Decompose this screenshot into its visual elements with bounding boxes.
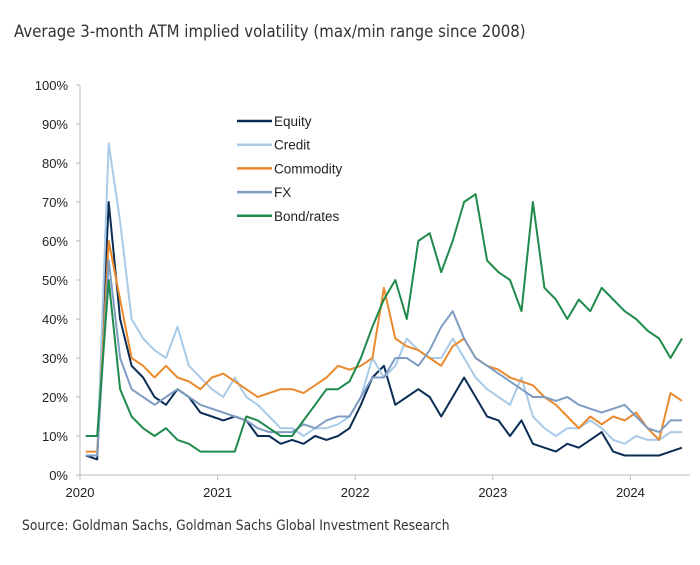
- x-tick-label: 2022: [341, 485, 370, 500]
- chart-title: Average 3-month ATM implied volatility (…: [14, 22, 526, 42]
- series-line-commodity: [85, 240, 683, 453]
- y-tick-label: 50%: [42, 273, 68, 288]
- y-tick-label: 80%: [42, 156, 68, 171]
- legend-label: Equity: [274, 114, 312, 129]
- y-tick-label: 0%: [49, 468, 68, 483]
- series-lines: [85, 142, 683, 461]
- series-line-fx: [85, 259, 682, 457]
- legend-label: FX: [274, 185, 291, 200]
- y-tick-label: 30%: [42, 351, 68, 366]
- x-tick-label: 2020: [66, 485, 95, 500]
- source-note: Source: Goldman Sachs, Goldman Sachs Glo…: [22, 518, 450, 534]
- series-line-bond-rates: [85, 193, 683, 453]
- legend-label: Commodity: [274, 161, 343, 176]
- y-tick-label: 20%: [42, 390, 68, 405]
- axes: 0% 10% 20% 30% 40% 50% 60% 70% 80% 90% 100% 2020 202…: [35, 78, 690, 500]
- y-tick-label: 40%: [42, 312, 68, 327]
- y-tick-label: 70%: [42, 195, 68, 210]
- y-tick-label: 60%: [42, 234, 68, 249]
- legend-label: Bond/rates: [274, 209, 340, 224]
- x-tick-label: 2021: [203, 485, 232, 500]
- x-tick-label: 2023: [478, 485, 507, 500]
- legend: Equity Credit Commodity FX Bond/rates: [237, 114, 343, 224]
- x-tick-label: 2024: [616, 485, 645, 500]
- y-tick-label: 10%: [42, 429, 68, 444]
- legend-label: Credit: [274, 138, 310, 153]
- y-tick-label: 100%: [35, 78, 69, 93]
- y-tick-label: 90%: [42, 117, 68, 132]
